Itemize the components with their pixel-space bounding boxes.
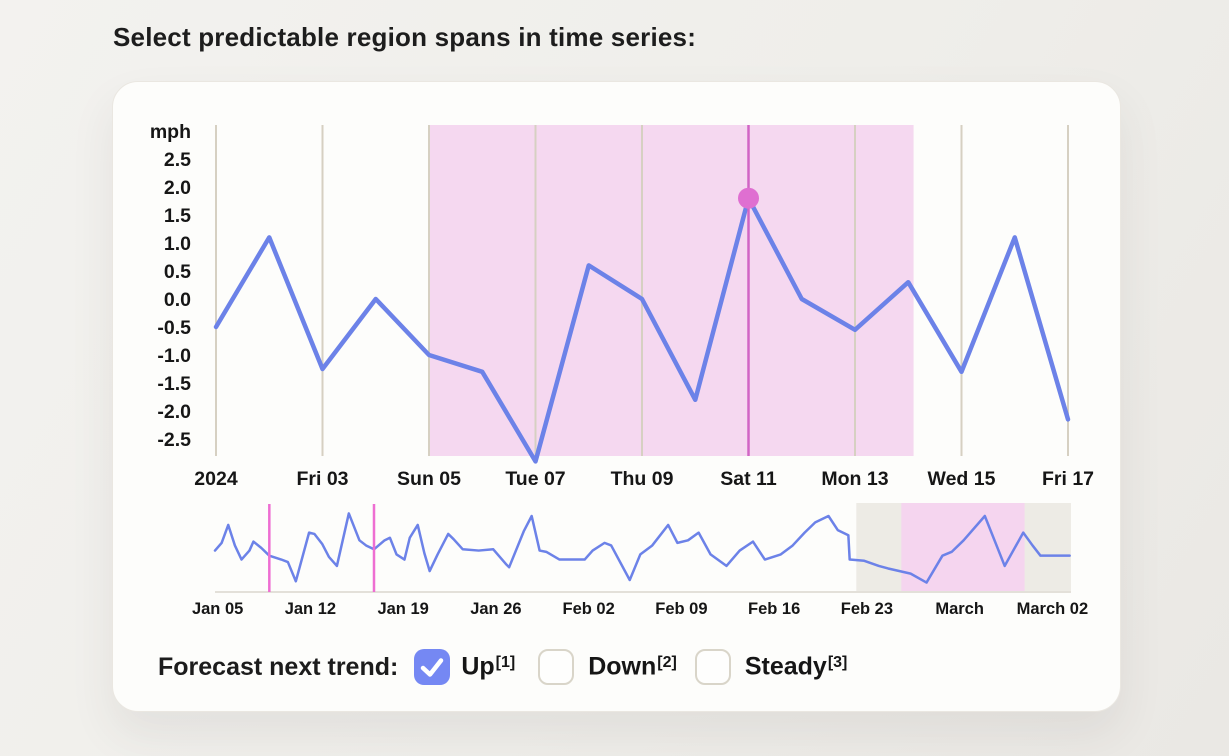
svg-text:-2.5: -2.5 (157, 429, 191, 451)
svg-text:Feb 23: Feb 23 (841, 600, 893, 618)
svg-text:Feb 16: Feb 16 (748, 600, 800, 618)
overview-x-labels: Jan 05 Jan 12 Jan 19 Jan 26 Feb 02 Feb 09 Feb … (192, 600, 1088, 618)
svg-text:-0.5: -0.5 (157, 317, 191, 339)
checkbox-down-label: Down[2] (588, 652, 677, 681)
selected-point-dot[interactable] (738, 187, 759, 209)
checkbox-up-label: Up[1] (461, 652, 515, 681)
forecast-label: Forecast next trend: (158, 652, 399, 681)
main-series-line (213, 195, 1071, 464)
checkbox-up-shortcut: [1] (495, 654, 516, 672)
checkbox-down-shortcut: [2] (657, 654, 677, 672)
checkbox-steady-shortcut: [3] (827, 654, 848, 672)
svg-text:Mon 13: Mon 13 (821, 468, 888, 490)
svg-text:March 02: March 02 (1017, 600, 1089, 618)
svg-text:-1.5: -1.5 (157, 373, 191, 395)
checkbox-steady[interactable] (694, 649, 731, 685)
svg-text:1.0: 1.0 (164, 233, 191, 255)
checkbox-down-text: Down (588, 652, 657, 681)
timeseries-chart[interactable]: mph 2.5 2.0 1.5 1.0 0.5 0.0 -0.5 -1.0 -1.5 -2.0 -2.… (113, 82, 1120, 711)
checkmark-icon (421, 658, 444, 677)
checkbox-steady-text: Steady (744, 652, 827, 681)
svg-text:Thu 09: Thu 09 (611, 468, 674, 490)
svg-text:Jan 05: Jan 05 (192, 600, 243, 618)
svg-text:Fri 17: Fri 17 (1042, 468, 1094, 490)
svg-text:Feb 02: Feb 02 (563, 600, 615, 618)
forecast-row: Forecast next trend: Up[1] Down[2] Stead… (158, 648, 847, 686)
svg-text:Jan 26: Jan 26 (470, 600, 521, 618)
page-title: Select predictable region spans in time … (113, 22, 697, 52)
svg-text:March: March (935, 600, 984, 618)
x-axis-labels: 2024 Fri 03 Sun 05 Tue 07 Thu 09 Sat 11 Mon 13… (194, 468, 1094, 490)
svg-text:2.0: 2.0 (164, 177, 191, 199)
svg-text:Sun 05: Sun 05 (397, 468, 461, 490)
overview-pink-region[interactable] (901, 503, 1025, 593)
svg-text:Jan 12: Jan 12 (285, 600, 336, 618)
checkbox-up-text: Up (461, 652, 495, 681)
svg-text:Tue 07: Tue 07 (505, 468, 565, 490)
checkbox-steady-label: Steady[3] (745, 652, 848, 681)
main-chart[interactable]: mph 2.5 2.0 1.5 1.0 0.5 0.0 -0.5 -1.0 -1.5 -2.0 -2.… (150, 121, 1094, 490)
svg-text:0.0: 0.0 (164, 289, 191, 311)
svg-text:Sat 11: Sat 11 (720, 468, 777, 490)
overview-chart[interactable]: Jan 05 Jan 12 Jan 19 Jan 26 Feb 02 Feb 09 Feb … (192, 503, 1088, 618)
svg-text:2024: 2024 (194, 468, 238, 490)
gridlines (215, 125, 1069, 456)
svg-text:0.5: 0.5 (164, 261, 191, 283)
svg-text:Wed 15: Wed 15 (928, 468, 996, 490)
selected-region[interactable] (429, 125, 914, 456)
checkbox-down[interactable] (538, 649, 575, 685)
svg-text:Jan 19: Jan 19 (377, 600, 428, 618)
chart-card: mph 2.5 2.0 1.5 1.0 0.5 0.0 -0.5 -1.0 -1.5 -2.0 -2.… (112, 81, 1121, 712)
svg-text:Fri 03: Fri 03 (296, 468, 348, 490)
svg-text:1.5: 1.5 (164, 205, 191, 227)
svg-text:-2.0: -2.0 (157, 401, 191, 423)
svg-text:-1.0: -1.0 (157, 345, 191, 367)
y-axis-labels: mph 2.5 2.0 1.5 1.0 0.5 0.0 -0.5 -1.0 -1.5 -2.0 -2.… (150, 121, 191, 451)
overview-series-line (213, 512, 1071, 584)
svg-text:Feb 09: Feb 09 (655, 600, 707, 618)
svg-text:2.5: 2.5 (164, 149, 191, 171)
svg-text:mph: mph (150, 121, 191, 143)
checkbox-up[interactable] (414, 649, 451, 685)
